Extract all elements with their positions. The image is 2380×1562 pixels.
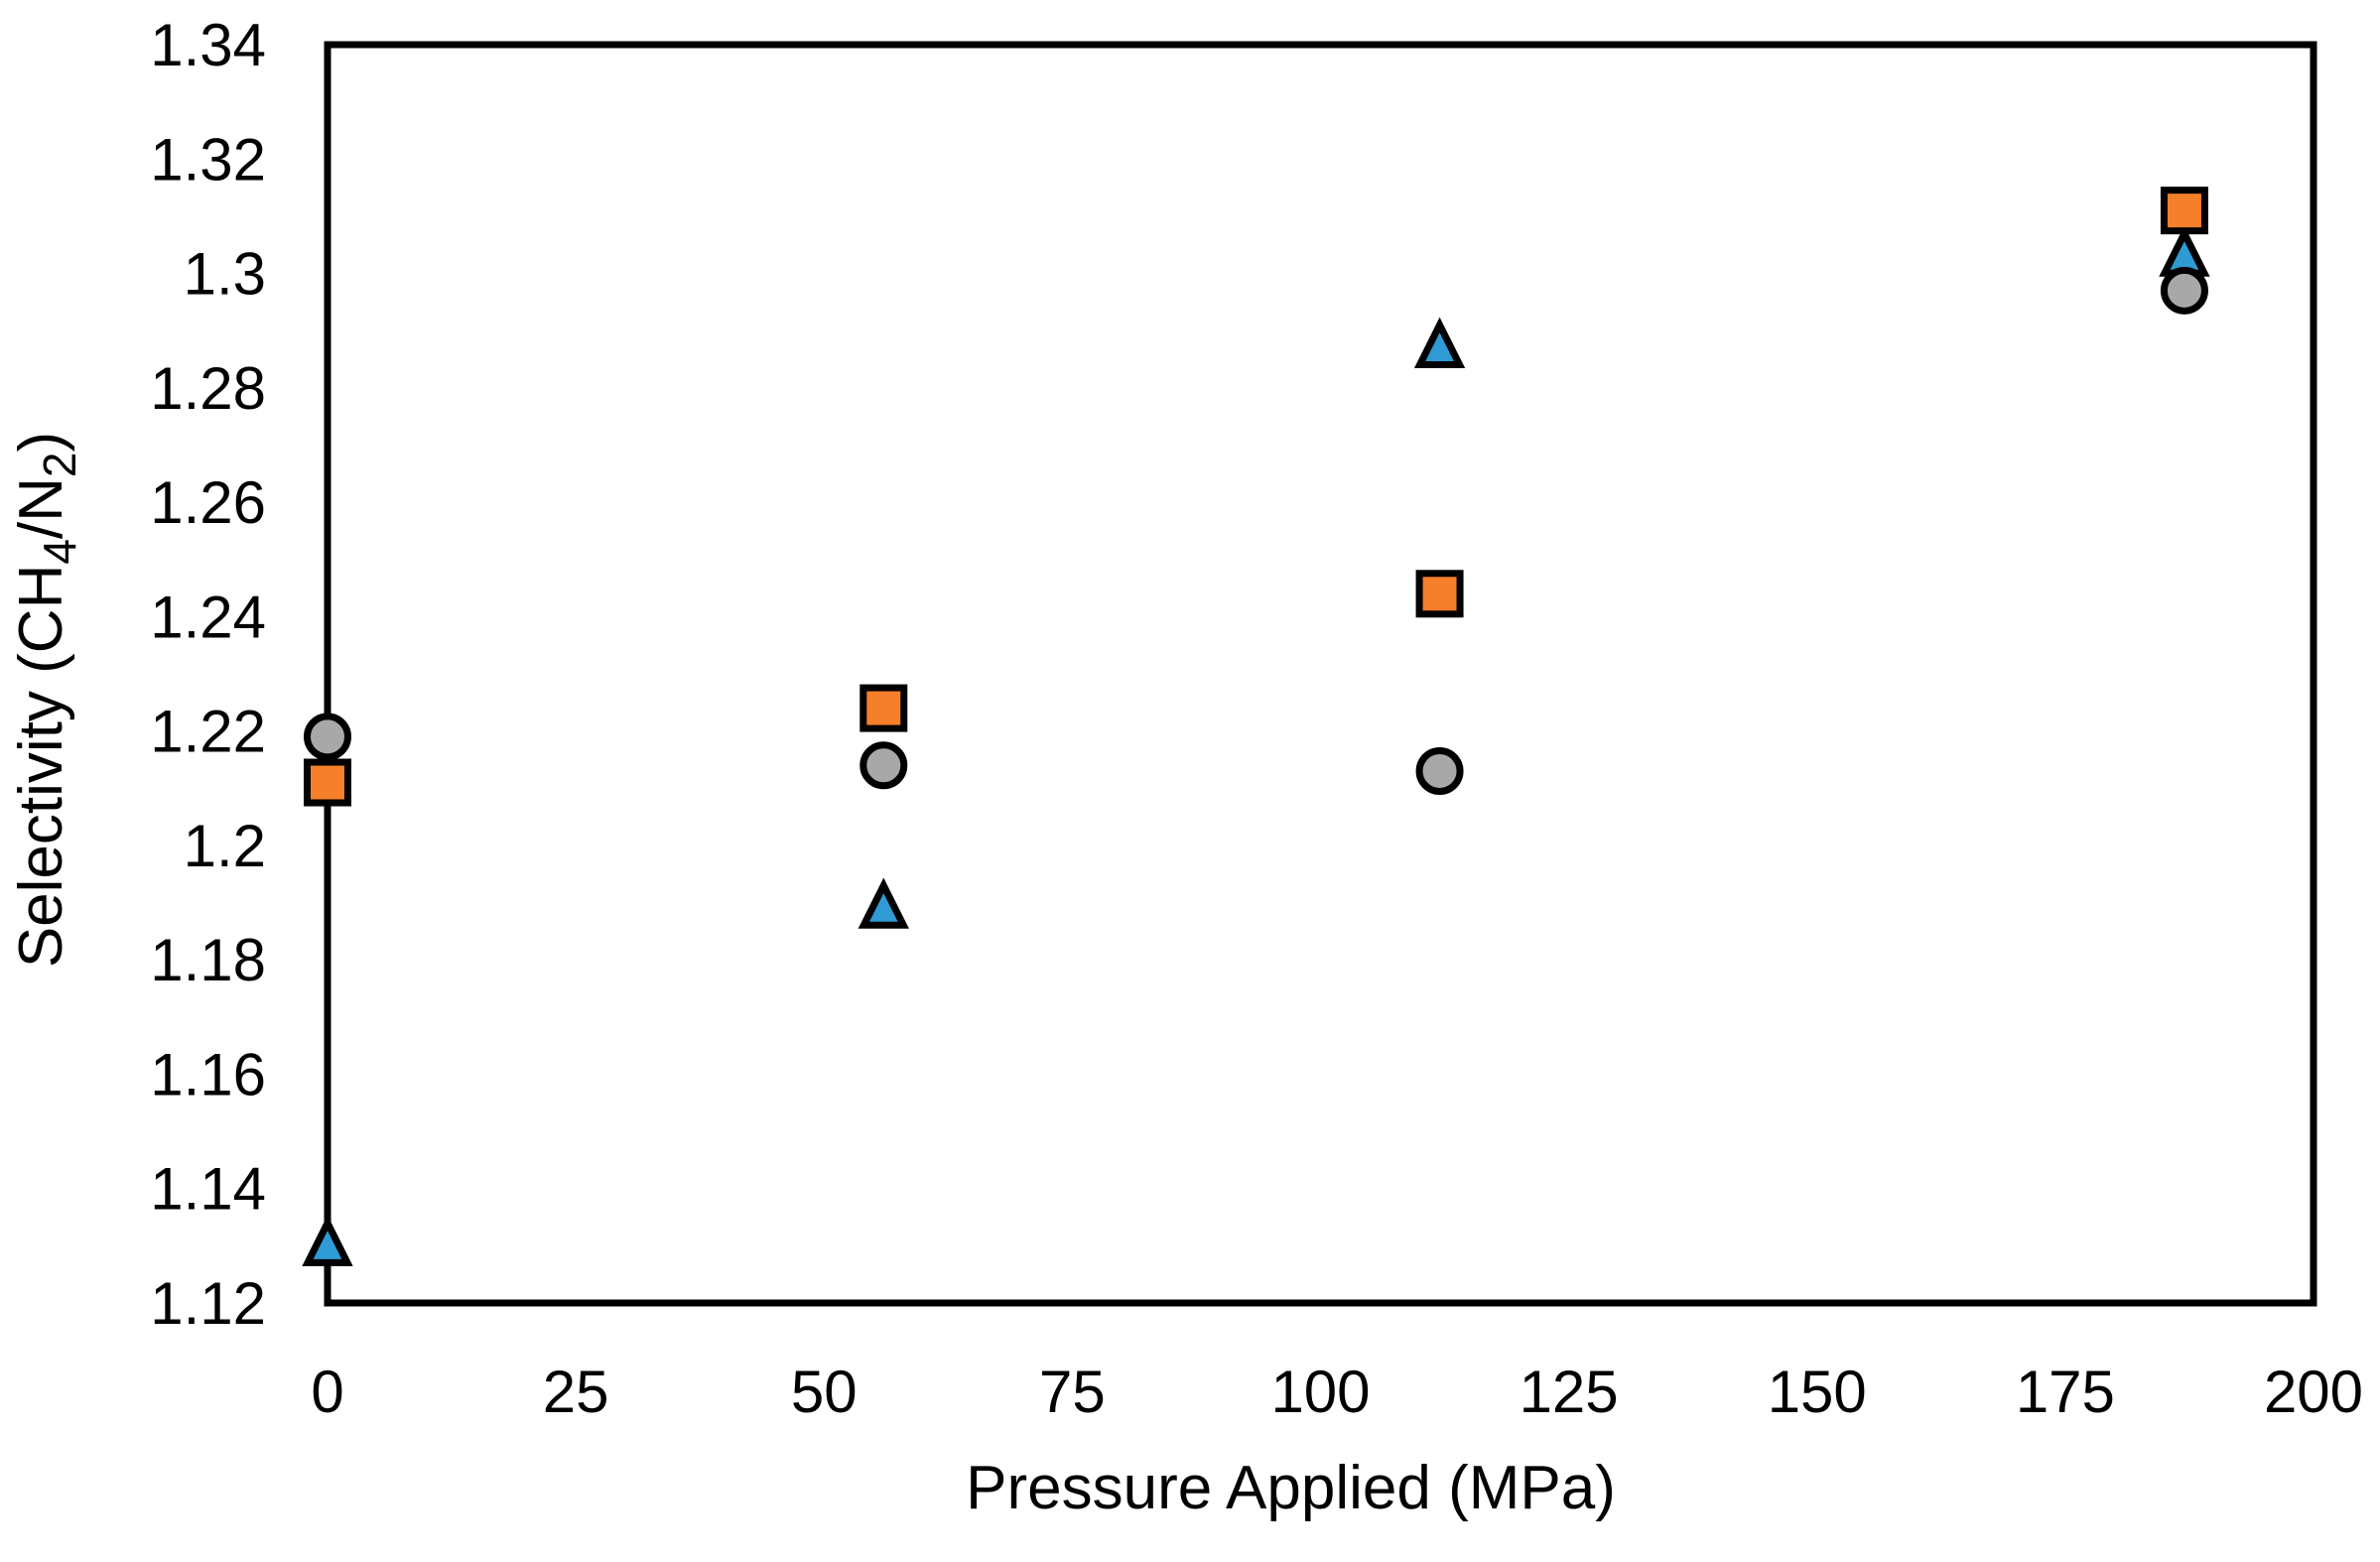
orange-square-series-marker (2160, 187, 2208, 235)
y-axis-tick-label: 1.34 (150, 12, 266, 78)
y-axis-tick-label: 1.32 (150, 126, 266, 193)
orange-square-series-marker (304, 758, 351, 807)
x-axis-title: Pressure Applied (MPa) (966, 1454, 1616, 1522)
x-axis-tick-label: 75 (1039, 1359, 1106, 1425)
y-axis-tick-label: 1.18 (150, 927, 266, 993)
gray-circle-series-marker (2160, 266, 2208, 315)
x-axis-tick-label: 150 (1768, 1359, 1867, 1425)
y-axis-tick-label: 1.22 (150, 699, 266, 765)
gray-circle-series-marker (304, 713, 351, 761)
x-axis-tick-label: 175 (2016, 1359, 2115, 1425)
x-axis-tick-label: 100 (1270, 1359, 1370, 1425)
orange-square-series-marker (859, 684, 908, 732)
x-axis-tick-label: 125 (1520, 1359, 1619, 1425)
x-axis-tick-label: 25 (543, 1359, 609, 1425)
y-axis-title: Selectivity (CH4/N2) (7, 432, 85, 968)
y-axis-tick-label: 1.16 (150, 1041, 266, 1107)
blue-triangle-series-marker (1413, 317, 1466, 368)
blue-triangle-series-marker (302, 1215, 353, 1266)
plot-area-border (324, 41, 2317, 1307)
gray-circle-series-marker (859, 741, 908, 790)
y-axis-tick-label: 1.3 (184, 241, 266, 308)
blue-triangle-series-marker (858, 877, 909, 929)
y-axis-tick-label: 1.12 (150, 1270, 266, 1337)
orange-square-series-marker (1415, 570, 1464, 618)
y-axis-tick-label: 1.14 (150, 1156, 266, 1223)
x-axis-tick-label: 200 (2264, 1359, 2363, 1425)
x-axis-tick-label: 50 (791, 1359, 858, 1425)
x-axis-tick-label: 0 (311, 1359, 343, 1425)
y-axis-tick-label: 1.24 (150, 584, 266, 650)
gray-circle-series-marker (1415, 746, 1464, 795)
y-axis-tick-label: 1.28 (150, 355, 266, 422)
y-axis-tick-label: 1.2 (184, 813, 266, 879)
y-axis-tick-label: 1.26 (150, 469, 266, 536)
